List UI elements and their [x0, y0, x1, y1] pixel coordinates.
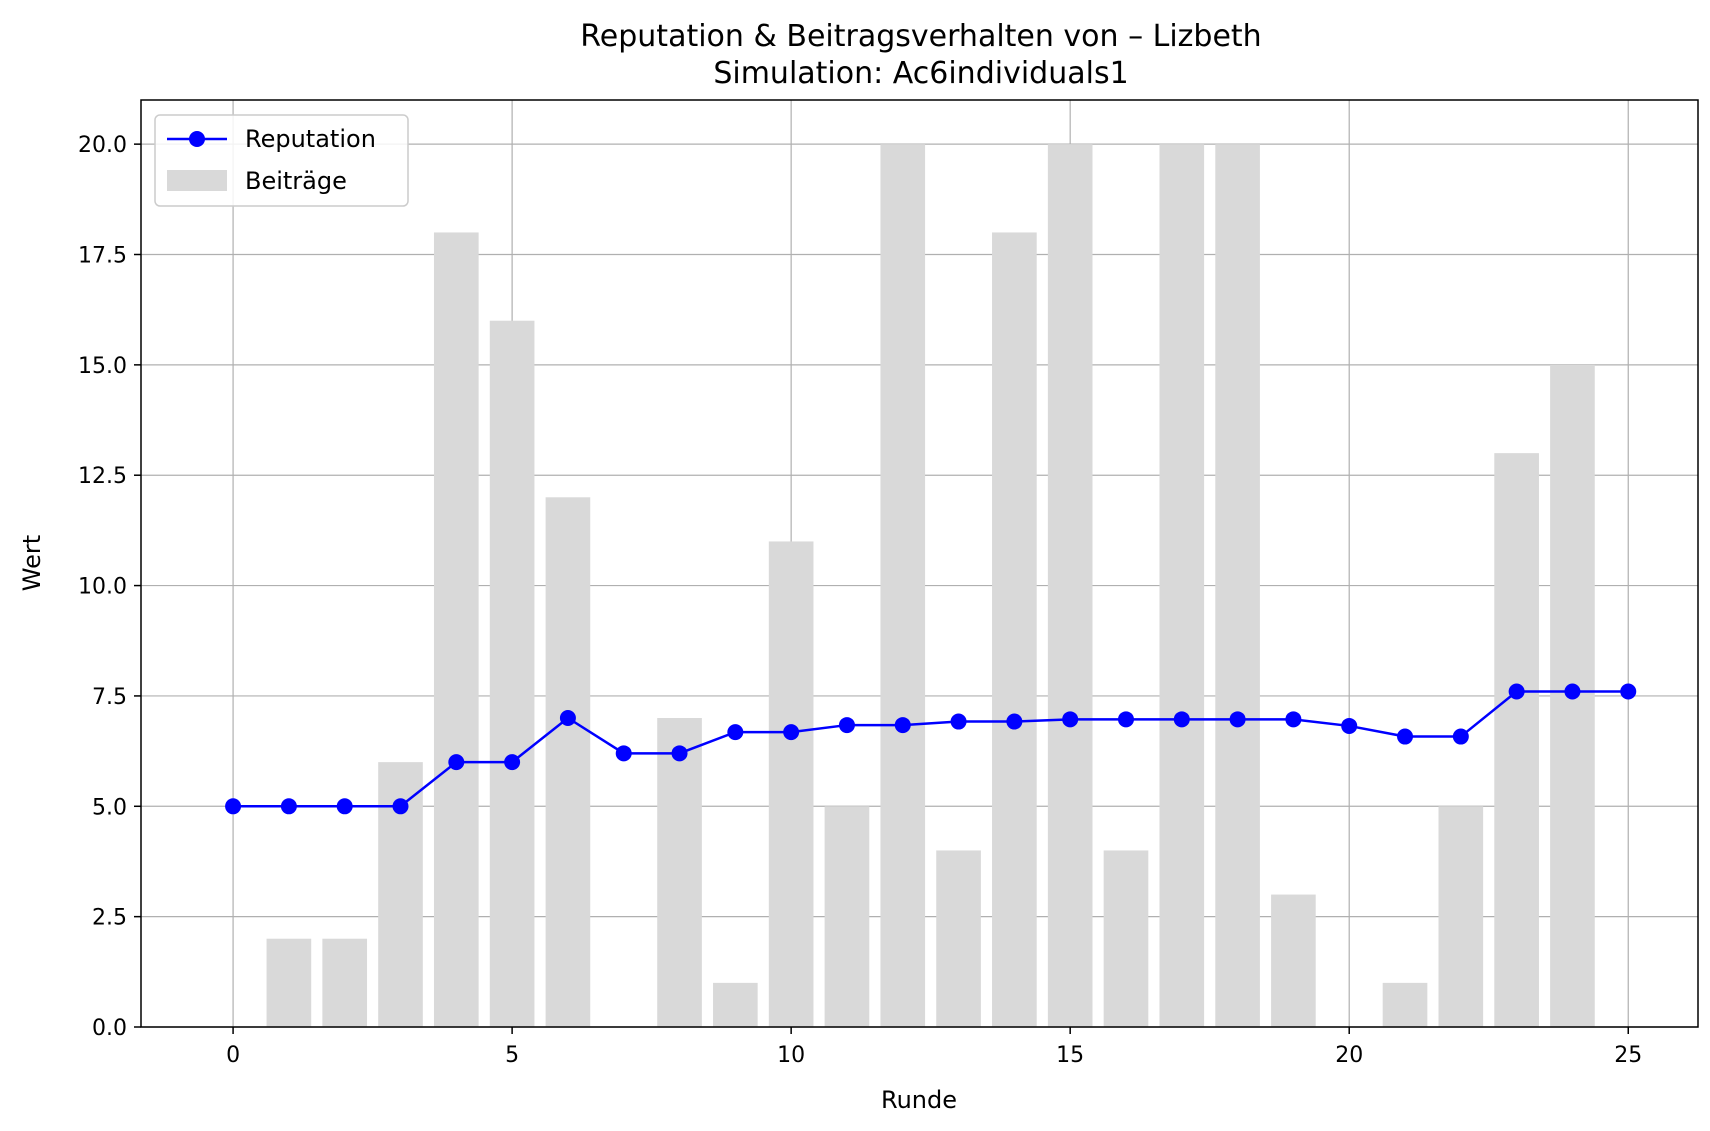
reputation-point	[1285, 711, 1302, 728]
y-tick-label: 0.0	[92, 1016, 127, 1041]
reputation-point	[1341, 717, 1358, 734]
x-tick-label: 15	[1056, 1043, 1084, 1068]
bar	[880, 144, 926, 1028]
reputation-point	[950, 713, 967, 730]
reputation-point	[1229, 711, 1246, 728]
legend-bar-swatch	[167, 170, 227, 191]
y-tick-label: 17.5	[78, 244, 127, 269]
legend-marker-swatch	[189, 131, 205, 147]
reputation-point	[225, 798, 242, 815]
reputation-point	[1508, 683, 1525, 700]
chart-title: Reputation & Beitragsverhalten von – Liz…	[580, 19, 1261, 54]
bar	[1047, 144, 1093, 1028]
x-tick-label: 25	[1614, 1043, 1642, 1068]
reputation-point	[615, 745, 632, 762]
bar	[1159, 144, 1205, 1028]
reputation-point	[894, 717, 911, 734]
bar	[266, 938, 312, 1027]
bar	[322, 938, 368, 1027]
x-axis-label: Runde	[881, 1086, 957, 1114]
x-tick-label: 5	[505, 1043, 519, 1068]
x-tick-label: 0	[226, 1043, 240, 1068]
bar	[1271, 894, 1316, 1027]
y-tick-label: 5.0	[92, 795, 127, 820]
legend: Reputation Beiträge	[154, 114, 409, 207]
y-tick-label: 7.5	[92, 685, 127, 710]
reputation-point	[1062, 711, 1079, 728]
reputation-point	[727, 724, 744, 741]
x-tick-label: 20	[1335, 1043, 1363, 1068]
legend-label-reputation: Reputation	[245, 125, 376, 153]
reputation-point	[1173, 711, 1190, 728]
reputation-point	[1452, 728, 1469, 745]
bar-series	[266, 144, 1595, 1028]
reputation-point	[1564, 683, 1581, 700]
bar	[1215, 144, 1260, 1028]
bar	[545, 497, 591, 1027]
reputation-point	[838, 717, 855, 734]
y-tick-label: 10.0	[78, 575, 127, 600]
bar	[936, 850, 981, 1027]
y-axis-label: Wert	[18, 535, 46, 591]
reputation-point	[559, 710, 576, 726]
y-tick-label: 20.0	[78, 133, 127, 158]
reputation-point	[504, 754, 521, 771]
chart-subtitle: Simulation: Ac6individuals1	[713, 56, 1128, 91]
x-tick-label: 10	[777, 1043, 805, 1068]
reputation-point	[1397, 728, 1414, 745]
reputation-line	[233, 690, 1629, 808]
y-tick-label: 15.0	[78, 354, 127, 379]
bar	[657, 718, 702, 1027]
y-tick-label: 12.5	[78, 464, 127, 489]
reputation-point	[336, 798, 353, 815]
plot-frame	[140, 99, 1699, 1028]
bar	[1103, 850, 1149, 1027]
bar	[992, 232, 1037, 1027]
bar	[1438, 806, 1484, 1027]
reputation-point	[448, 754, 465, 771]
legend-label-beitraege: Beiträge	[245, 167, 347, 195]
reputation-point	[1117, 711, 1134, 728]
y-tick-label: 2.5	[92, 906, 127, 931]
reputation-point	[280, 798, 297, 815]
bar	[1494, 453, 1539, 1028]
bar	[768, 541, 814, 1027]
bar	[824, 806, 870, 1027]
reputation-point	[783, 724, 800, 741]
bar	[1382, 982, 1428, 1027]
reputation-point	[1620, 683, 1637, 700]
reputation-point	[392, 798, 409, 815]
axis-ticks: 0 5 10 15 20 25 0.0 2.5 5.0 7.5 10.0 12.5 15.0 17.5 20…	[78, 133, 1642, 1068]
reputation-point	[1006, 713, 1023, 730]
bar	[489, 320, 535, 1027]
bar	[713, 982, 758, 1027]
reputation-point	[671, 745, 688, 762]
bar	[433, 232, 479, 1027]
line-series	[225, 683, 1637, 815]
